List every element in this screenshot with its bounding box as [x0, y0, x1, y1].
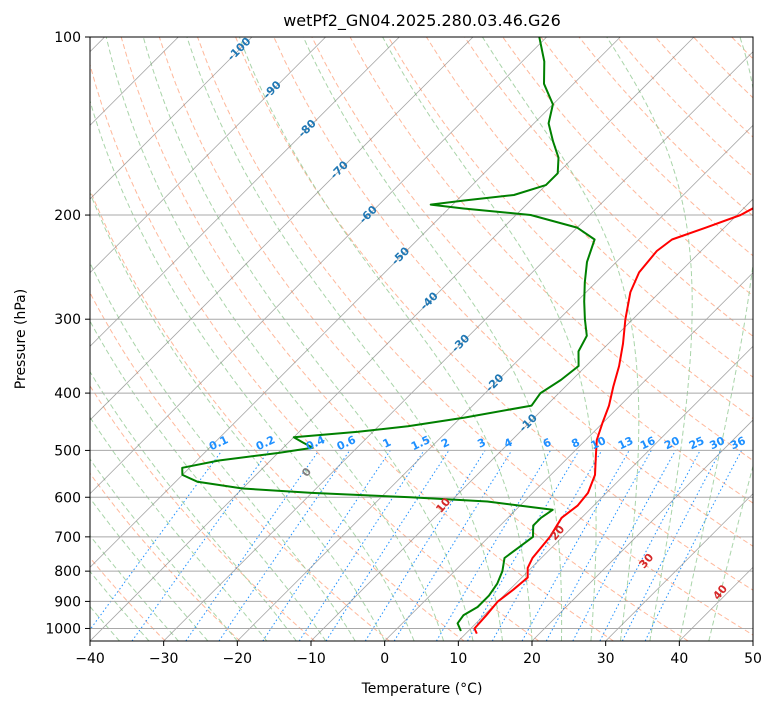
mixing-ratio-line	[218, 450, 351, 641]
dry-adiabat	[90, 188, 465, 641]
mixing-ratio-label: 25	[687, 434, 706, 452]
mixing-ratio-line	[572, 450, 676, 641]
background-lines	[90, 37, 775, 641]
isotherm	[458, 345, 753, 641]
dry-adiabat	[273, 37, 753, 547]
x-tick-label: 50	[744, 651, 762, 667]
mixing-ratio-label: 20	[662, 434, 682, 452]
mixing-ratio-line	[393, 450, 513, 641]
dry-adiabat	[770, 37, 775, 641]
chart-title: wetPf2_GN04.2025.280.03.46.G26	[283, 11, 561, 31]
mixing-ratio-label: 16	[638, 434, 658, 452]
moist-adiabat	[238, 37, 533, 641]
mixing-ratio-line	[298, 450, 425, 641]
dewpoint-profile	[181, 37, 596, 632]
y-tick-label: 400	[54, 386, 81, 402]
y-tick-label: 100	[54, 30, 81, 46]
mixing-ratio-line	[644, 450, 742, 641]
dry-adiabat	[90, 62, 540, 641]
x-tick-label: 10	[449, 651, 467, 667]
isotherm	[90, 37, 326, 274]
isotherm	[384, 272, 753, 641]
profile-lines	[181, 37, 753, 635]
x-tick-label: −20	[223, 651, 253, 667]
moist-adiabat	[606, 37, 693, 641]
mixing-ratio-line	[185, 450, 320, 641]
dry-adiabat	[425, 37, 753, 378]
isotherm	[163, 51, 753, 641]
dry-adiabat	[349, 37, 753, 462]
dry-adiabat	[158, 37, 689, 641]
isotherm	[310, 198, 753, 641]
y-tick-label: 1000	[45, 621, 81, 637]
mixing-ratio-line	[262, 450, 391, 641]
plot-frame	[89, 36, 754, 642]
mixing-ratio-line	[621, 450, 722, 641]
moist-adiabat	[678, 37, 753, 641]
mixing-ratio-label: 13	[616, 434, 635, 452]
dry-adiabat	[90, 556, 166, 641]
moist-adiabat	[105, 37, 445, 641]
moist-adiabat	[90, 320, 327, 641]
mixing-ratio-line	[521, 450, 630, 641]
moist-adiabat	[382, 37, 597, 641]
isotherm	[90, 37, 400, 347]
dry-adiabat	[90, 472, 241, 641]
isotherm	[90, 37, 547, 495]
isotherm	[90, 37, 253, 200]
y-tick-label: 700	[54, 530, 81, 546]
dry-adiabat	[235, 37, 753, 591]
x-axis-title: Temperature (°C)	[361, 681, 483, 697]
moist-adiabat	[90, 261, 356, 641]
y-axis-title: Pressure (hPa)	[13, 289, 29, 389]
mixing-ratio-label: 36	[728, 434, 748, 452]
moist-adiabat	[708, 464, 753, 641]
y-tick-label: 200	[54, 208, 81, 224]
isotherm	[90, 37, 474, 421]
isotherm	[90, 37, 695, 641]
moist-adiabat	[142, 37, 474, 641]
moist-adiabat	[302, 37, 563, 641]
moist-adiabat	[186, 37, 503, 641]
x-tick-label: 20	[523, 651, 541, 667]
x-tick-label: −30	[149, 651, 179, 667]
isotherm	[752, 640, 753, 641]
mixing-ratio-label: 30	[708, 434, 728, 452]
y-tick-label: 600	[54, 490, 81, 506]
mixing-ratio-line	[325, 450, 450, 641]
x-tick-label: 30	[597, 651, 615, 667]
mixing-ratio-line	[545, 450, 652, 641]
y-tick-label: 800	[54, 564, 81, 580]
y-tick-label: 300	[54, 312, 81, 328]
axes: −40 −30 −20 −10 0 10 20 30 40 50 100 200 300 400 500 60…	[45, 30, 762, 667]
x-tick-label: −40	[75, 651, 105, 667]
isotherm	[605, 493, 753, 641]
mixing-ratio-label: 10	[589, 434, 609, 452]
dry-adiabat	[90, 384, 316, 641]
y-tick-label: 900	[54, 594, 81, 610]
isotherm	[90, 37, 621, 568]
plot-area	[90, 37, 753, 641]
x-tick-label: 40	[670, 651, 688, 667]
moist-adiabat	[90, 458, 238, 641]
dry-adiabat	[502, 37, 753, 297]
temperature-profile	[473, 207, 753, 635]
moist-adiabat	[90, 191, 386, 641]
moist-adiabat	[481, 37, 640, 641]
dry-adiabat	[197, 37, 753, 636]
isotherm	[531, 419, 753, 641]
moist-adiabat	[90, 416, 268, 641]
dry-adiabat	[120, 37, 614, 641]
x-tick-label: −10	[296, 651, 326, 667]
x-tick-label: 0	[380, 651, 389, 667]
mixing-ratio-line	[90, 450, 223, 631]
isotherm	[237, 124, 753, 641]
y-tick-label: 500	[54, 443, 81, 459]
